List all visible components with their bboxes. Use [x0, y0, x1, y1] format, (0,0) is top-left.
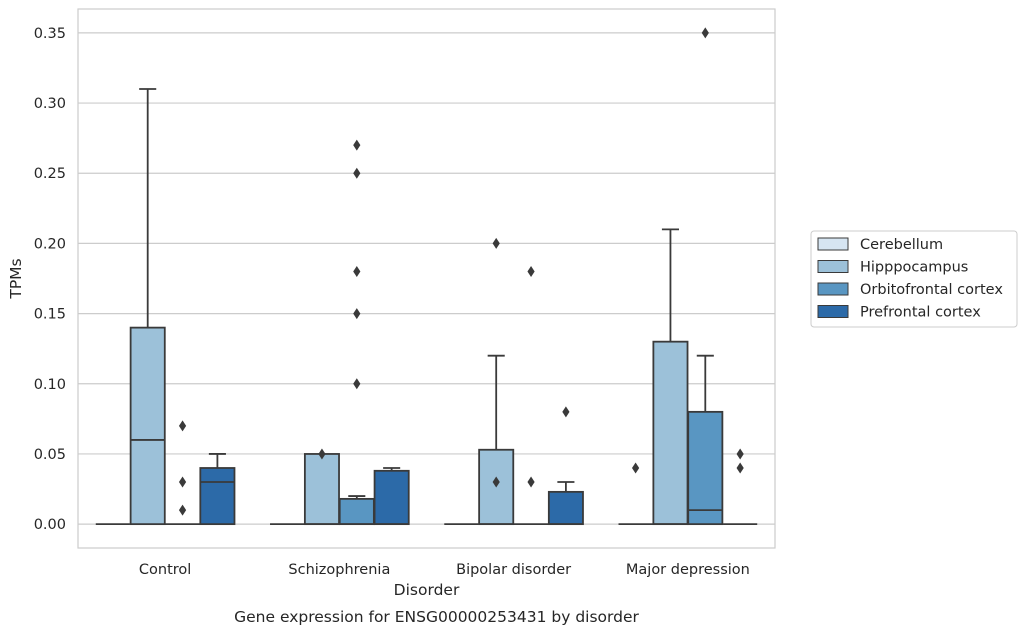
box-body — [547, 490, 584, 526]
y-tick-label: 0.30 — [34, 96, 66, 112]
outlier-point — [178, 504, 187, 516]
box-body — [199, 467, 236, 526]
x-axis-label: Disorder — [394, 581, 460, 599]
outlier-point — [701, 27, 709, 39]
outlier-point — [178, 420, 187, 432]
outlier-point — [527, 476, 535, 488]
x-tick-label: Schizophrenia — [288, 562, 390, 578]
outlier-point — [492, 476, 500, 488]
y-tick-label: 0.00 — [34, 517, 66, 533]
x-axis-ticks: Control Schizophrenia Bipolar disorder Majo… — [139, 562, 750, 578]
legend-label: Prefrontal cortex — [860, 305, 981, 321]
box-orbitofrontal-cortex-3 — [687, 27, 724, 526]
outlier-point — [353, 139, 361, 151]
y-tick-label: 0.25 — [34, 166, 66, 182]
chart-caption: Gene expression for ENSG00000253431 by d… — [234, 608, 639, 626]
outlier-point — [632, 462, 640, 474]
y-tick-label: 0.10 — [34, 377, 66, 393]
outlier-point — [178, 476, 187, 488]
legend: Cerebellum Hipppocampus Orbitofrontal cort… — [810, 230, 1018, 328]
y-tick-label: 0.05 — [34, 447, 66, 463]
box-body — [373, 469, 410, 526]
outlier-point — [736, 462, 744, 474]
gridlines — [78, 32, 775, 525]
outlier-point — [353, 378, 361, 390]
box-body — [338, 497, 375, 526]
box-orbitofrontal-cortex-0 — [165, 420, 200, 526]
box-hipppocampus-3 — [652, 228, 689, 526]
box-orbitofrontal-cortex-2 — [513, 265, 549, 526]
legend-swatch — [817, 282, 849, 296]
box-cerebellum-3 — [618, 462, 653, 526]
y-axis-label: TPMs — [7, 258, 25, 299]
y-tick-label: 0.20 — [34, 236, 66, 252]
box-orbitofrontal-cortex-1 — [338, 139, 375, 526]
y-tick-label: 0.35 — [34, 26, 66, 42]
outlier-point — [527, 265, 535, 277]
legend-label: Cerebellum — [860, 237, 943, 253]
outlier-point — [492, 237, 500, 249]
legend-box — [810, 230, 1018, 328]
outlier-point — [318, 448, 326, 460]
legend-label: Hipppocampus — [860, 260, 968, 276]
outlier-point — [736, 448, 744, 460]
plot-frame — [77, 8, 776, 549]
x-tick-label: Control — [139, 562, 191, 578]
plot-area — [95, 27, 758, 526]
legend-swatch — [817, 305, 849, 318]
box-prefrontal-cortex-2 — [547, 406, 584, 526]
x-tick-label: Bipolar disorder — [456, 562, 571, 578]
y-axis-ticks: 0.00 0.05 0.10 0.15 0.20 0.25 0.30 0.35 — [34, 26, 66, 533]
outlier-point — [562, 406, 570, 418]
legend-swatch — [817, 260, 849, 273]
box-prefrontal-cortex-0 — [199, 453, 236, 526]
y-tick-label: 0.15 — [34, 307, 66, 323]
box-hipppocampus-2 — [478, 237, 515, 526]
outlier-point — [353, 265, 361, 277]
box-prefrontal-cortex-1 — [373, 467, 410, 526]
legend-label: Orbitofrontal cortex — [860, 282, 1003, 298]
box-body — [687, 410, 724, 526]
box-hipppocampus-1 — [303, 448, 340, 526]
outlier-point — [353, 308, 361, 320]
box-body — [652, 340, 689, 526]
box-hipppocampus-0 — [129, 88, 166, 526]
x-tick-label: Major depression — [626, 562, 750, 578]
box-body — [129, 326, 166, 526]
legend-swatch — [817, 237, 849, 251]
box-body — [303, 453, 340, 526]
outlier-point — [353, 167, 361, 179]
box-prefrontal-cortex-3 — [723, 448, 758, 526]
